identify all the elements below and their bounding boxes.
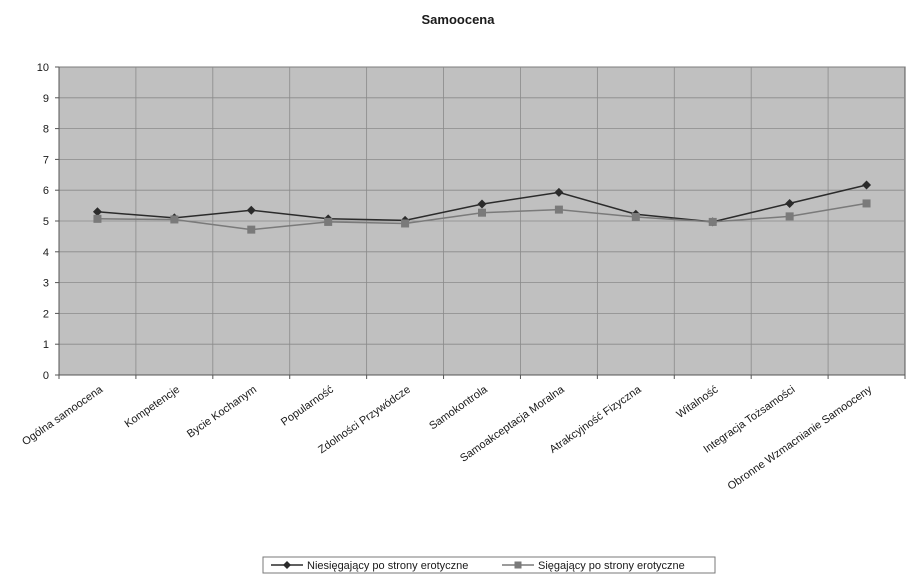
y-tick-label: 10 xyxy=(37,62,49,74)
x-tick-label: Bycie Kochanym xyxy=(185,384,259,441)
chart-title: Samoocena xyxy=(422,12,496,27)
data-point-series-2 xyxy=(554,205,563,214)
data-point-series-1 xyxy=(477,199,487,209)
y-tick-label: 5 xyxy=(43,216,49,228)
data-point-series-2 xyxy=(324,217,333,226)
y-tick-label: 7 xyxy=(43,154,49,166)
legend: Niesięgający po strony erotyczne Sięgają… xyxy=(262,556,716,574)
y-axis: 0 1 2 3 4 5 6 7 8 9 10 xyxy=(37,62,60,382)
y-tick-label: 3 xyxy=(43,278,49,290)
data-point-series-1 xyxy=(554,187,564,197)
y-tick-label: 8 xyxy=(43,124,49,136)
y-tick-label: 1 xyxy=(43,339,49,351)
grid-lines xyxy=(59,66,905,375)
y-tick-label: 2 xyxy=(43,308,49,320)
data-point-series-1 xyxy=(246,205,256,215)
data-point-series-1 xyxy=(785,198,795,208)
data-point-series-1 xyxy=(862,180,872,190)
data-point-series-2 xyxy=(785,212,794,221)
y-tick-label: 0 xyxy=(43,370,49,382)
x-tick-label: Witalność xyxy=(675,383,721,420)
series-group xyxy=(92,180,872,234)
x-tick-label: Obronne Wzmacnianie Samooceny xyxy=(726,383,875,492)
legend-marker-series-2 xyxy=(514,561,522,569)
x-tick-label: Kompetencje xyxy=(123,384,182,431)
data-point-series-2 xyxy=(247,225,256,234)
data-point-series-2 xyxy=(708,217,717,226)
x-tick-label: Ogólna samoocena xyxy=(20,383,106,448)
data-point-series-2 xyxy=(478,208,486,217)
y-tick-label: 9 xyxy=(43,93,49,105)
data-point-series-2 xyxy=(93,214,102,223)
data-point-series-1 xyxy=(92,207,102,217)
legend-label-series-1: Niesięgający po strony erotyczne xyxy=(307,560,468,572)
data-point-series-2 xyxy=(170,215,179,224)
data-point-series-2 xyxy=(401,219,410,228)
x-tick-label: Popularność xyxy=(279,383,336,428)
legend-box xyxy=(262,556,716,574)
data-point-series-2 xyxy=(862,199,871,208)
x-axis: Ogólna samoocena Kompetencje Bycie Kochany… xyxy=(20,374,906,493)
y-tick-label: 6 xyxy=(43,185,49,197)
data-point-series-2 xyxy=(631,212,640,221)
y-tick-label: 4 xyxy=(43,247,49,259)
x-tick-label: Samokontrola xyxy=(427,383,490,432)
legend-label-series-2: Sięgający po strony erotyczne xyxy=(538,560,685,572)
legend-marker-series-1 xyxy=(283,561,291,569)
